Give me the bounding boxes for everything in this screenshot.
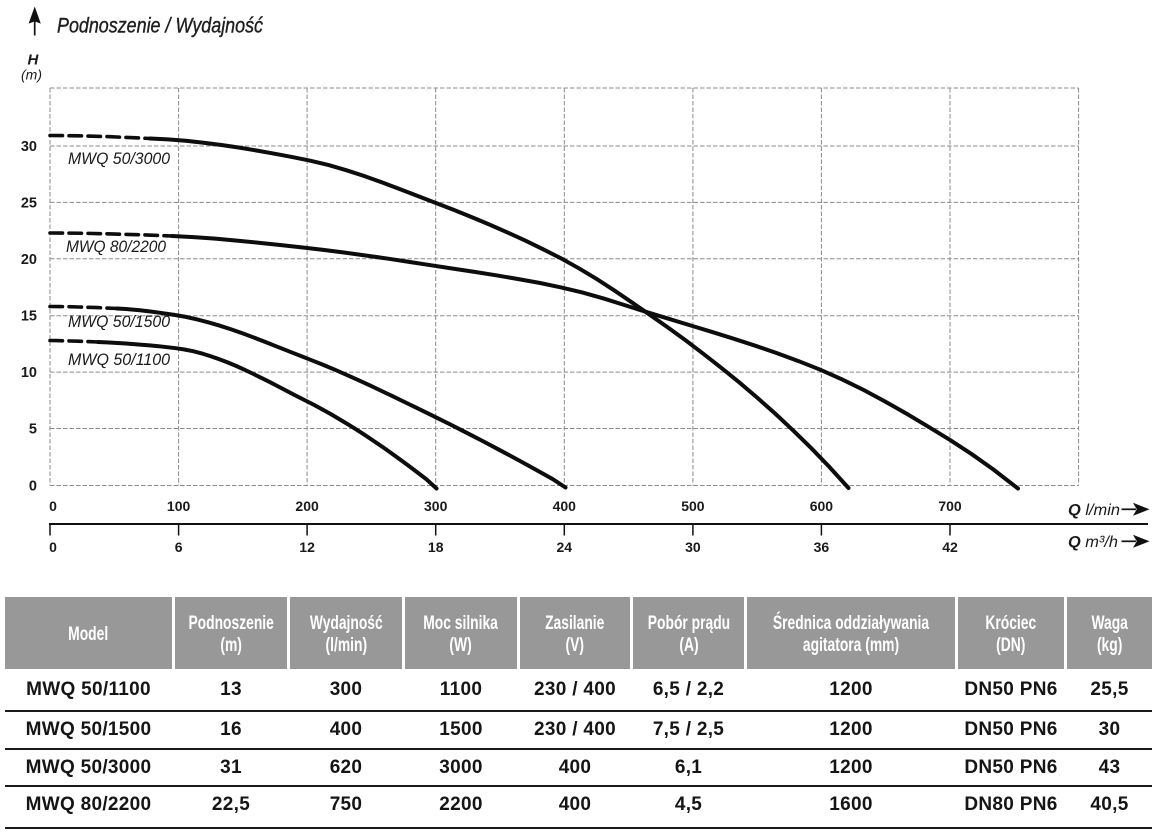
svg-text:30: 30: [21, 139, 37, 155]
svg-text:200: 200: [295, 498, 319, 514]
svg-text:6: 6: [175, 539, 183, 555]
svg-text:36: 36: [814, 539, 830, 555]
svg-text:400: 400: [553, 498, 577, 514]
svg-text:MWQ 80/2200: MWQ 80/2200: [66, 238, 167, 256]
svg-text:(m): (m): [21, 67, 42, 83]
svg-text:15: 15: [21, 309, 37, 325]
svg-text:0: 0: [29, 478, 37, 494]
svg-text:500: 500: [681, 498, 705, 514]
svg-text:0: 0: [49, 539, 57, 555]
svg-text:Q l/min: Q l/min: [1068, 502, 1120, 519]
svg-text:Podnoszenie / Wydajność: Podnoszenie / Wydajność: [57, 15, 263, 38]
svg-text:20: 20: [21, 252, 37, 268]
svg-text:MWQ 50/1100: MWQ 50/1100: [68, 351, 171, 369]
svg-text:700: 700: [938, 498, 962, 514]
svg-text:12: 12: [299, 539, 315, 555]
svg-text:30: 30: [685, 539, 701, 555]
svg-text:42: 42: [942, 539, 958, 555]
svg-text:5: 5: [29, 422, 37, 438]
svg-text:H: H: [28, 52, 40, 69]
svg-text:100: 100: [167, 498, 191, 514]
svg-text:MWQ 50/3000: MWQ 50/3000: [68, 150, 171, 168]
svg-text:300: 300: [424, 498, 448, 514]
svg-text:MWQ 50/1500: MWQ 50/1500: [68, 313, 171, 331]
svg-text:10: 10: [21, 365, 37, 381]
svg-text:0: 0: [49, 498, 57, 514]
svg-text:18: 18: [428, 539, 444, 555]
svg-text:25: 25: [21, 195, 37, 211]
svg-text:600: 600: [810, 498, 834, 514]
svg-text:24: 24: [557, 539, 573, 555]
svg-text:Q m³/h: Q m³/h: [1068, 534, 1118, 551]
